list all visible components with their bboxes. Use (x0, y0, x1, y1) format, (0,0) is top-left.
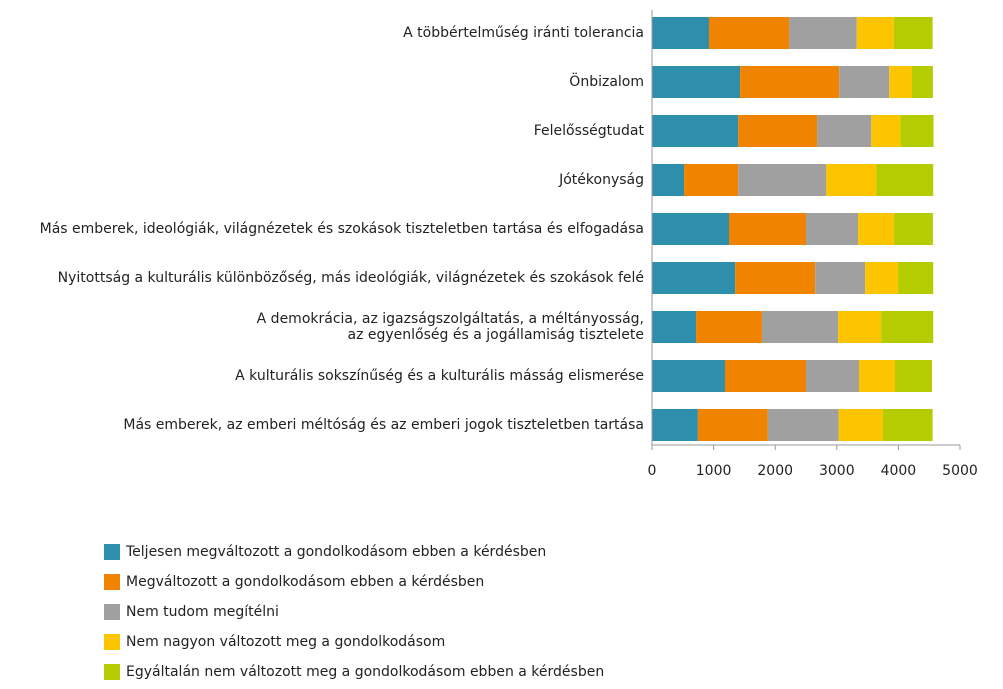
x-tick-label: 5000 (942, 463, 978, 479)
bar-segment (894, 213, 933, 245)
bar-segment (865, 262, 899, 294)
x-tick-label: 0 (648, 463, 657, 479)
x-tick-label: 3000 (819, 463, 855, 479)
bar-segment (789, 17, 857, 49)
label-line: Felelősségtudat (534, 123, 645, 139)
bar-segment (652, 17, 709, 49)
y-tick-label: A kulturális sokszínűség és a kulturális… (235, 368, 644, 384)
bar-segment (761, 311, 839, 343)
bar-segment (871, 115, 901, 147)
label-line: Más emberek, ideológiák, világnézetek és… (40, 221, 644, 237)
label-line: A kulturális sokszínűség és a kulturális… (235, 368, 644, 384)
bar-segment (838, 311, 882, 343)
bar-segment (652, 409, 698, 441)
label-line: A demokrácia, az igazságszolgáltatás, a … (257, 311, 644, 327)
bar-segment (652, 115, 739, 147)
bar-segment (826, 164, 877, 196)
label-line: Jótékonyság (558, 172, 644, 188)
bar-segment (684, 164, 739, 196)
bar-segment (893, 17, 933, 49)
bar-segment (738, 164, 827, 196)
bar-segment (735, 262, 816, 294)
bar-segment (900, 115, 934, 147)
y-tick-label: A többértelműség iránti tolerancia (403, 25, 644, 41)
y-tick-label: Más emberek, ideológiák, világnézetek és… (40, 221, 644, 237)
label-line: Más emberek, az emberi méltóság és az em… (123, 417, 644, 433)
x-tick-label: 1000 (696, 463, 732, 479)
label-line: az egyenlőség és a jogállamiság tisztele… (348, 327, 644, 343)
bar-segment (858, 360, 896, 392)
bar-segment (738, 115, 818, 147)
legend-label: Teljesen megváltozott a gondolkodásom eb… (125, 544, 546, 560)
x-tick-label: 2000 (757, 463, 793, 479)
bar-segment (898, 262, 934, 294)
bar-segment (882, 409, 933, 441)
legend-label: Nem nagyon változott meg a gondolkodásom (126, 634, 445, 650)
bar-segment (708, 17, 790, 49)
legend-swatch (104, 634, 120, 650)
bar-segment (740, 66, 840, 98)
legend-swatch (104, 664, 120, 680)
legend-swatch (104, 574, 120, 590)
legend-label: Megváltozott a gondolkodásom ebben a kér… (126, 574, 484, 590)
bar-segment (729, 213, 806, 245)
y-tick-label: Nyitottság a kulturális különbözőség, má… (58, 270, 644, 286)
bar-segment (856, 17, 894, 49)
bar-segment (839, 66, 890, 98)
label-line: Önbizalom (569, 72, 644, 90)
bar-segment (858, 213, 895, 245)
bar-segment (697, 409, 768, 441)
legend-swatch (104, 544, 120, 560)
bar-segment (652, 360, 725, 392)
legend-label: Nem tudom megítélni (126, 604, 279, 620)
label-line: Nyitottság a kulturális különbözőség, má… (58, 270, 644, 286)
bar-segment (838, 409, 883, 441)
bar-segment (652, 213, 729, 245)
legend-label: Egyáltalán nem változott meg a gondolkod… (126, 664, 604, 680)
y-tick-label: Más emberek, az emberi méltóság és az em… (123, 417, 644, 433)
bar-segment (652, 66, 741, 98)
bar-segment (806, 360, 859, 392)
bar-segment (895, 360, 932, 392)
y-tick-label: A demokrácia, az igazságszolgáltatás, a … (257, 311, 644, 343)
bar-segment (767, 409, 839, 441)
bar-segment (889, 66, 912, 98)
bar-segment (817, 115, 872, 147)
y-tick-label: Önbizalom (569, 72, 644, 90)
y-tick-label: Felelősségtudat (534, 123, 645, 139)
label-line: A többértelműség iránti tolerancia (403, 25, 644, 41)
bar-segment (724, 360, 806, 392)
bar-segment (806, 213, 859, 245)
bar-segment (652, 311, 697, 343)
bar-segment (876, 164, 934, 196)
bar-segment (652, 164, 685, 196)
bar-segment (881, 311, 934, 343)
bar-segment (815, 262, 866, 294)
x-tick-label: 4000 (881, 463, 917, 479)
bar-segment (652, 262, 736, 294)
bar-segment (696, 311, 762, 343)
bar-segment (911, 66, 933, 98)
y-tick-label: Jótékonyság (558, 172, 644, 188)
legend-swatch (104, 604, 120, 620)
